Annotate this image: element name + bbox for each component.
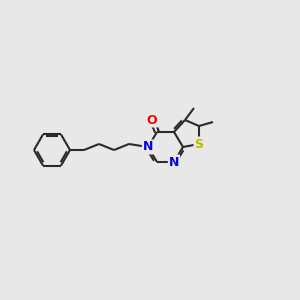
- Text: O: O: [147, 113, 157, 127]
- Text: N: N: [143, 140, 153, 154]
- Text: N: N: [169, 155, 179, 169]
- Text: S: S: [194, 137, 203, 151]
